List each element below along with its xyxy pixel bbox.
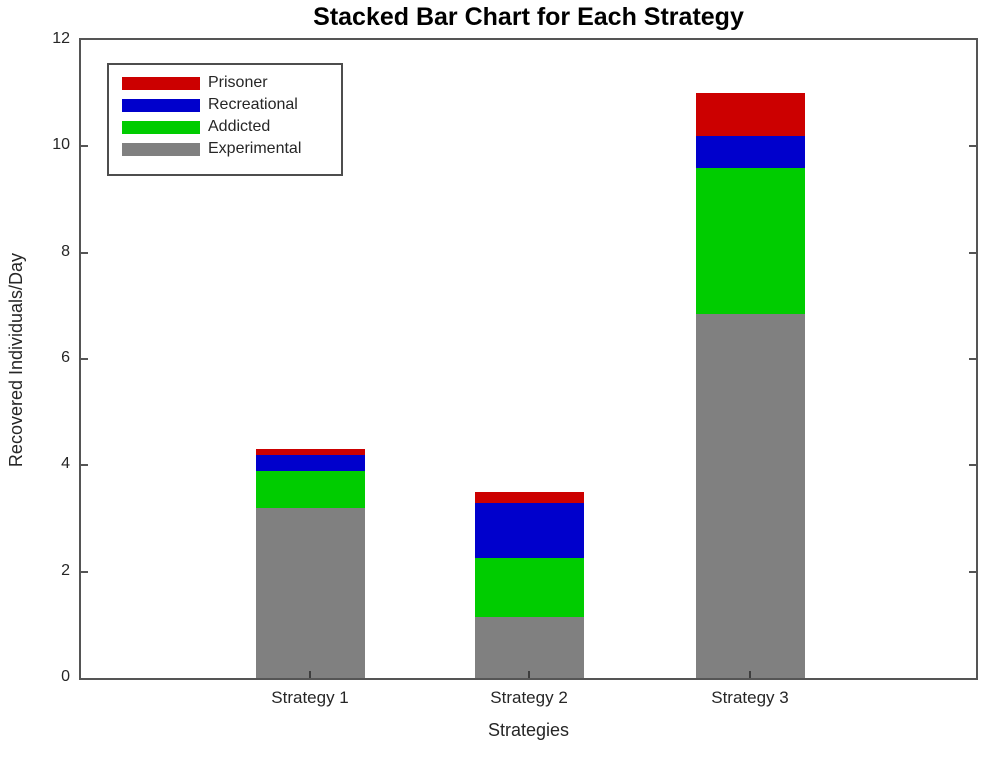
y-tick-label: 2 <box>61 561 70 579</box>
bar-segment-strategy-2-prisoner <box>474 491 584 503</box>
x-tick-label-strategy-1: Strategy 1 <box>271 688 349 707</box>
legend-item-addicted: Addicted <box>122 116 341 138</box>
y-tick-label: 0 <box>61 668 70 685</box>
x-tick <box>528 671 531 678</box>
y-tick <box>969 570 976 573</box>
y-tick <box>969 464 976 467</box>
legend-swatch-addicted <box>122 120 200 134</box>
bar-segment-strategy-3-addicted <box>695 167 805 314</box>
y-tick <box>81 145 88 148</box>
y-tick-label: 8 <box>61 242 70 260</box>
x-tick <box>749 671 751 678</box>
x-tick-label-strategy-3: Strategy 3 <box>711 688 789 707</box>
bar-segment-strategy-3-prisoner <box>695 93 805 136</box>
bar-segment-strategy-3-experimental <box>695 313 805 678</box>
legend-label: Prisoner <box>208 74 268 91</box>
bar-segment-strategy-1-experimental <box>255 507 365 678</box>
y-tick <box>969 358 976 360</box>
legend: Prisoner Recreational Addicted Experimental <box>107 63 343 176</box>
bar-segment-strategy-2-addicted <box>474 558 584 617</box>
legend-swatch-experimental <box>122 142 200 156</box>
y-tick <box>81 570 88 573</box>
x-axis-label: Strategies <box>487 720 570 740</box>
y-tick <box>81 464 88 467</box>
y-tick <box>969 251 976 254</box>
legend-label: Recreational <box>208 96 298 113</box>
legend-item-experimental: Experimental <box>122 138 341 160</box>
chart-title: Stacked Bar Chart for Each Strategy <box>313 3 744 31</box>
y-tick <box>81 358 88 360</box>
y-tick <box>969 145 976 148</box>
y-tick-label: 12 <box>52 30 70 47</box>
legend-label: Experimental <box>208 140 302 157</box>
legend-swatch-prisoner <box>122 76 200 90</box>
bar-segment-strategy-3-recreational <box>695 135 805 168</box>
y-tick-label: 10 <box>52 136 70 154</box>
x-tick-label-strategy-2: Strategy 2 <box>490 688 568 707</box>
y-tick-label: 6 <box>61 349 70 366</box>
legend-swatch-recreational <box>122 98 200 112</box>
x-tick <box>309 671 312 678</box>
bar-segment-strategy-2-experimental <box>474 616 584 678</box>
legend-item-recreational: Recreational <box>122 94 341 116</box>
legend-label: Addicted <box>208 118 271 135</box>
legend-item-prisoner: Prisoner <box>122 72 341 94</box>
bar-segment-strategy-2-recreational <box>474 502 584 559</box>
y-tick-label: 4 <box>61 455 70 473</box>
bar-segment-strategy-1-addicted <box>255 470 365 508</box>
bar-segment-strategy-1-prisoner <box>255 449 365 455</box>
y-tick <box>81 251 88 254</box>
bar-segment-strategy-1-recreational <box>255 454 365 471</box>
